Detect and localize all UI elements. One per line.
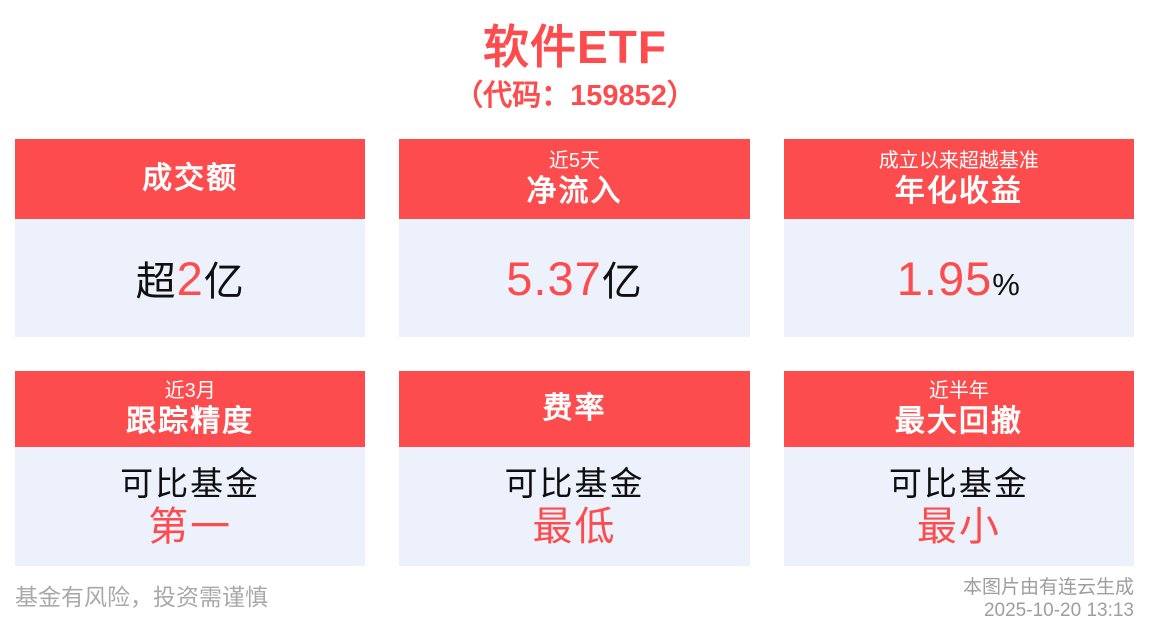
card-annualized-return-value: 1.95% (897, 251, 1021, 306)
card-net-inflow-tagline: 近5天 (548, 150, 601, 172)
rank-highlight: 第一 (148, 504, 233, 549)
card-annualized-return-header: 成立以来超越基准 年化收益 (783, 139, 1134, 219)
credit-source: 本图片由有连云生成 (962, 577, 1134, 598)
card-tracking-precision: 近3月 跟踪精度 可比基金 第一 (15, 371, 366, 566)
footer: 基金有风险，投资需谨慎 本图片由有连云生成 2025-10-20 13:13 (15, 576, 1134, 622)
card-fee-rate-header: 费率 (399, 371, 750, 447)
card-tracking-precision-body: 可比基金 第一 (15, 447, 366, 566)
card-annualized-return-tagline: 成立以来超越基准 (878, 150, 1039, 172)
card-max-drawdown-body: 可比基金 最小 (783, 447, 1134, 566)
credit-timestamp: 2025-10-20 13:13 (983, 600, 1134, 621)
card-annualized-return-body: 1.95% (783, 219, 1134, 337)
title-block: 软件ETF （代码：159852） (0, 0, 1150, 112)
card-fee-rate-title: 费率 (542, 392, 607, 425)
card-turnover-title: 成交额 (142, 162, 239, 195)
comparable-fund-label: 可比基金 (120, 464, 261, 502)
comparable-fund-label: 可比基金 (504, 464, 645, 502)
card-net-inflow-header: 近5天 净流入 (399, 139, 750, 219)
card-tracking-precision-title: 跟踪精度 (126, 405, 255, 438)
value-prefix: 超 (135, 260, 177, 304)
card-net-inflow-value: 5.37 亿 (506, 249, 642, 307)
card-annualized-return-title: 年化收益 (894, 175, 1023, 208)
card-fee-rate-body: 可比基金 最低 (399, 447, 750, 566)
rank-highlight: 最低 (532, 504, 617, 549)
value-number: 2 (176, 252, 204, 305)
value-suffix: 亿 (601, 260, 643, 304)
card-net-inflow-title: 净流入 (526, 175, 623, 208)
value-suffix: 亿 (203, 260, 245, 304)
value-suffix: % (992, 266, 1021, 302)
value-number: 5.37 (506, 252, 602, 305)
card-max-drawdown-tagline: 近半年 (928, 380, 989, 402)
card-annualized-return: 成立以来超越基准 年化收益 1.95% (783, 139, 1134, 337)
card-turnover-header: 成交额 (15, 139, 366, 219)
comparable-fund-label: 可比基金 (888, 464, 1029, 502)
card-max-drawdown-title: 最大回撤 (894, 405, 1023, 438)
risk-disclaimer: 基金有风险，投资需谨慎 (15, 584, 268, 610)
card-tracking-precision-header: 近3月 跟踪精度 (15, 371, 366, 447)
fund-code-subtitle: （代码：159852） (454, 80, 696, 112)
card-max-drawdown-header: 近半年 最大回撤 (783, 371, 1134, 447)
rank-highlight: 最小 (916, 504, 1001, 549)
card-net-inflow-body: 5.37 亿 (399, 219, 750, 337)
card-fee-rate: 费率 可比基金 最低 (399, 371, 750, 566)
card-max-drawdown: 近半年 最大回撤 可比基金 最小 (783, 371, 1134, 566)
generation-credit: 本图片由有连云生成 2025-10-20 13:13 (963, 576, 1134, 622)
value-number: 1.95 (896, 251, 993, 305)
page-title: 软件ETF (483, 21, 667, 73)
card-tracking-precision-tagline: 近3月 (164, 380, 216, 402)
card-net-inflow: 近5天 净流入 5.37 亿 (399, 139, 750, 337)
